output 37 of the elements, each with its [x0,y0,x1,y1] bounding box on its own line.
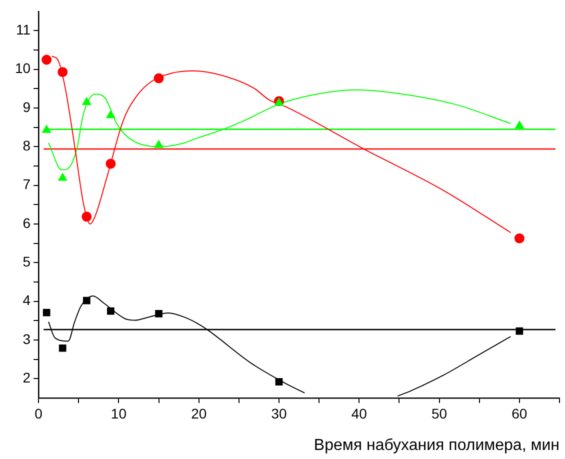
y-tick-label: 5 [22,254,31,270]
point [106,110,116,118]
point [42,308,50,316]
x-tick-label: 0 [34,405,43,422]
y-tick-label: 9 [22,98,31,115]
y-tick-label: 7 [22,176,31,192]
point [514,233,524,244]
x-tick-label: 50 [431,405,448,422]
point [82,212,92,222]
point [155,310,162,318]
point [516,327,524,335]
point [42,125,51,133]
y-tick-label: 4 [22,292,31,308]
point [58,67,68,78]
y-tick-label: 8 [22,138,31,154]
x-tick-label: 10 [110,405,127,422]
x-tick-label: 30 [271,405,287,422]
x-tick-label: 20 [191,405,207,422]
point [154,140,164,148]
point [154,73,164,84]
point [58,344,66,352]
x-tick-label: 60 [512,405,528,422]
point [275,378,283,386]
y-tick-label: 3 [22,330,31,347]
x-axis-title: Время набухания полимера, мин [314,436,560,454]
point [107,307,114,315]
point [106,158,116,169]
x-tick-label: 40 [351,405,368,422]
y-tick-label: 2 [22,370,31,386]
point [515,120,524,129]
point [82,296,90,304]
point [58,173,68,181]
point [42,54,52,65]
y-tick-label: 11 [16,22,31,38]
y-tick-label: 10 [14,60,31,76]
point [82,97,92,105]
y-tick-label: 6 [22,214,31,231]
